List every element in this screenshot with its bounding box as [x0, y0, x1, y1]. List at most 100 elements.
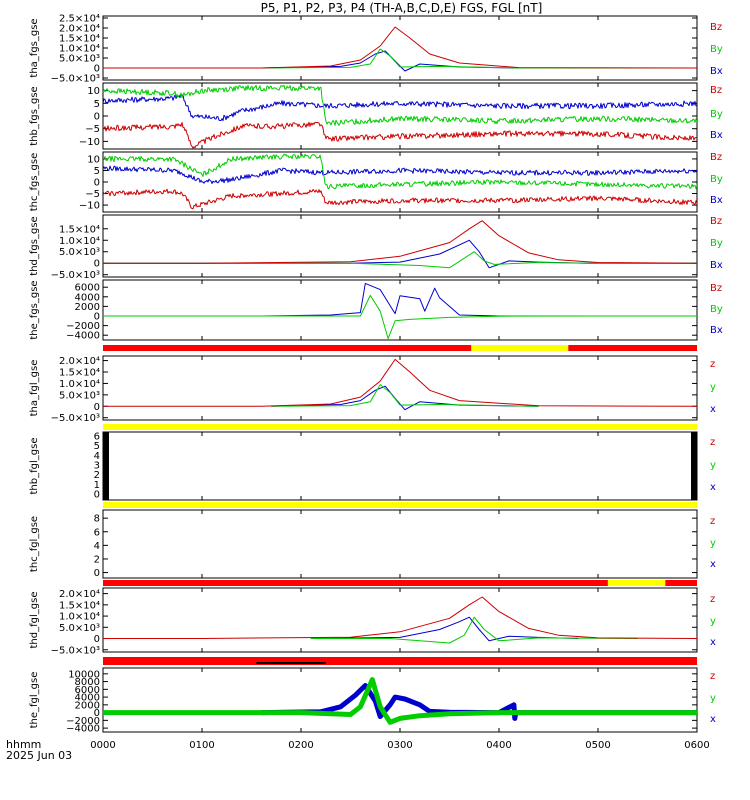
- the_fgs_gse-ytick-label: −2000: [66, 321, 100, 332]
- tha_fgl_gse-ylabel: tha_fgl_gse: [29, 360, 40, 417]
- tha_fgs_gse-frame: [102, 15, 698, 81]
- thd_fgl_gse-ytick-label: 1.5×10⁴: [59, 600, 100, 611]
- thd_fgs_gse-legend-Bz: Bz: [710, 216, 722, 227]
- xtick-label-0100: 0100: [189, 740, 214, 751]
- thc_fgs_gse-series-Bx: [103, 165, 697, 184]
- status-bar-4-segment-0: [103, 657, 697, 665]
- tha_fgs_gse-ytick-label: −5.0×10³: [51, 74, 100, 85]
- thd_fgs_gse-ylabel: thd_fgs_gse: [29, 216, 40, 275]
- the_fgl_gse-ytick-label: 4000: [75, 693, 100, 704]
- thc_fgs_gse-ytick-label: 5: [94, 166, 100, 177]
- the_fgl_gse-legend-z: z: [710, 671, 715, 682]
- thb_fgl_gse-data-marker-right: [691, 432, 697, 500]
- status-bar-1-segment-0: [103, 424, 697, 430]
- tha_fgl_gse-ytick-label: 0: [94, 402, 100, 413]
- thc_fgs_gse-legend-Bx: Bx: [710, 195, 723, 206]
- the_fgl_gse-legend-x: x: [710, 714, 716, 725]
- thb_fgl_gse-ytick-label: 1: [94, 480, 100, 491]
- thc_fgl_gse-ytick-label: 0: [94, 568, 100, 579]
- thb_fgl_gse-ytick-label: 6: [94, 431, 100, 442]
- thb_fgl_gse-legend-x: x: [710, 482, 716, 493]
- tha_fgl_gse-ytick-label: −5.0×10³: [51, 413, 100, 424]
- the_fgl_gse-ytick-label: 6000: [75, 685, 100, 696]
- status-bar-0-segment-2: [568, 345, 697, 351]
- tha_fgs_gse-ytick-label: 5.0×10³: [59, 54, 100, 65]
- the_fgs_gse-series-By: [103, 294, 697, 340]
- thc_fgl_gse-ytick-label: 2: [94, 554, 100, 565]
- thd_fgs_gse-series-Bz: [103, 220, 697, 264]
- tha_fgl_gse-ytick-label: 1.5×10⁴: [59, 368, 100, 379]
- tha_fgs_gse-ytick-label: 2.5×10⁴: [59, 14, 100, 25]
- thb_fgl_gse-ytick-label: 4: [94, 451, 100, 462]
- thd_fgl_gse-ytick-label: 2.0×10⁴: [59, 589, 100, 600]
- thb_fgl_gse-ytick-label: 2: [94, 470, 100, 481]
- status-bar-3-segment-0: [103, 580, 608, 586]
- tha_fgl_gse-legend-x: x: [710, 404, 716, 415]
- thb_fgs_gse-series-Bz: [103, 121, 697, 149]
- thb_fgs_gse-legend-Bx: Bx: [710, 130, 723, 141]
- the_fgl_gse-ytick-label: −4000: [66, 724, 100, 735]
- the_fgl_gse-legend-y: y: [710, 693, 716, 704]
- thd_fgs_gse-ytick-label: 5.0×10³: [59, 247, 100, 258]
- thd_fgl_gse-ytick-label: −5.0×10³: [51, 645, 100, 656]
- the_fgl_gse-ytick-label: 10000: [68, 669, 100, 680]
- thd_fgl_gse-legend-z: z: [710, 594, 715, 605]
- thc_fgs_gse-legend-By: By: [710, 174, 723, 185]
- xtick-label-0400: 0400: [486, 740, 511, 751]
- footer-date: 2025 Jun 03: [6, 749, 73, 762]
- the_fgs_gse-ytick-label: 0: [94, 312, 100, 323]
- tha_fgl_gse-frame: [102, 355, 698, 421]
- tha_fgs_gse-series-By: [103, 48, 697, 69]
- thd_fgl_gse-series-z: [103, 596, 697, 639]
- footer-hhmm: hhmm: [6, 738, 42, 751]
- thd_fgl_gse-ylabel: thd_fgl_gse: [29, 592, 40, 649]
- tha_fgs_gse-ytick-label: 0: [94, 64, 100, 75]
- thd_fgs_gse-legend-Bx: Bx: [710, 260, 723, 271]
- the_fgs_gse-ylabel: the_fgs_gse: [29, 280, 40, 339]
- thb_fgs_gse-ytick-label: −10: [79, 137, 100, 148]
- thd_fgs_gse-series-By: [103, 251, 697, 269]
- the_fgl_gse-ytick-label: 0: [94, 708, 100, 719]
- thb_fgl_gse-ytick-label: 5: [94, 441, 100, 452]
- thd_fgl_gse-frame: [102, 587, 698, 653]
- thd_fgs_gse-ytick-label: −5.0×10³: [51, 270, 100, 281]
- thd_fgs_gse-legend-By: By: [710, 238, 723, 249]
- status-bar-0-segment-0: [103, 345, 472, 351]
- the_fgl_gse-ytick-label: 2000: [75, 700, 100, 711]
- xtick-label-0000: 0000: [90, 740, 115, 751]
- thb_fgl_gse-ytick-label: 0: [94, 490, 100, 501]
- thb_fgl_gse-legend-y: y: [710, 460, 716, 471]
- thc_fgs_gse-ytick-label: 0: [94, 178, 100, 189]
- the_fgs_gse-ytick-label: −4000: [66, 331, 100, 342]
- thc_fgs_gse-ytick-label: −10: [79, 201, 100, 212]
- tha_fgl_gse-series-z: [103, 358, 697, 407]
- thd_fgl_gse-legend-y: y: [710, 616, 716, 627]
- thc_fgs_gse-series-By: [103, 153, 697, 190]
- the_fgl_gse-ytick-label: 8000: [75, 677, 100, 688]
- tha_fgl_gse-series-y: [271, 384, 539, 407]
- thb_fgl_gse-frame: [102, 431, 698, 501]
- thd_fgs_gse-frame: [102, 214, 698, 278]
- thb_fgs_gse-legend-Bz: Bz: [710, 85, 722, 96]
- tha_fgl_gse-legend-z: z: [710, 359, 715, 370]
- the_fgs_gse-ytick-label: 6000: [75, 283, 100, 294]
- thc_fgl_gse-ylabel: thc_fgl_gse: [29, 516, 40, 572]
- thc_fgl_gse-frame: [102, 509, 698, 579]
- thc_fgl_gse-legend-x: x: [710, 559, 716, 570]
- thc_fgs_gse-legend-Bz: Bz: [710, 152, 722, 163]
- tha_fgs_gse-legend-By: By: [710, 44, 723, 55]
- xtick-label-0200: 0200: [288, 740, 313, 751]
- thc_fgs_gse-ytick-label: 10: [87, 154, 100, 165]
- thd_fgl_gse-series-y: [310, 616, 638, 644]
- thc_fgl_gse-ytick-label: 8: [94, 514, 100, 525]
- status-bar-3-segment-2: [665, 580, 697, 586]
- the_fgs_gse-legend-Bz: Bz: [710, 283, 722, 294]
- tha_fgs_gse-ylabel: tha_fgs_gse: [29, 18, 40, 77]
- the_fgl_gse-ytick-label: −2000: [66, 716, 100, 727]
- the_fgl_gse-ylabel: the_fgl_gse: [29, 672, 40, 729]
- tha_fgs_gse-legend-Bx: Bx: [710, 66, 723, 77]
- the_fgs_gse-ytick-label: 4000: [75, 292, 100, 303]
- the_fgs_gse-legend-By: By: [710, 304, 723, 315]
- thb_fgl_gse-ytick-label: 3: [94, 461, 100, 472]
